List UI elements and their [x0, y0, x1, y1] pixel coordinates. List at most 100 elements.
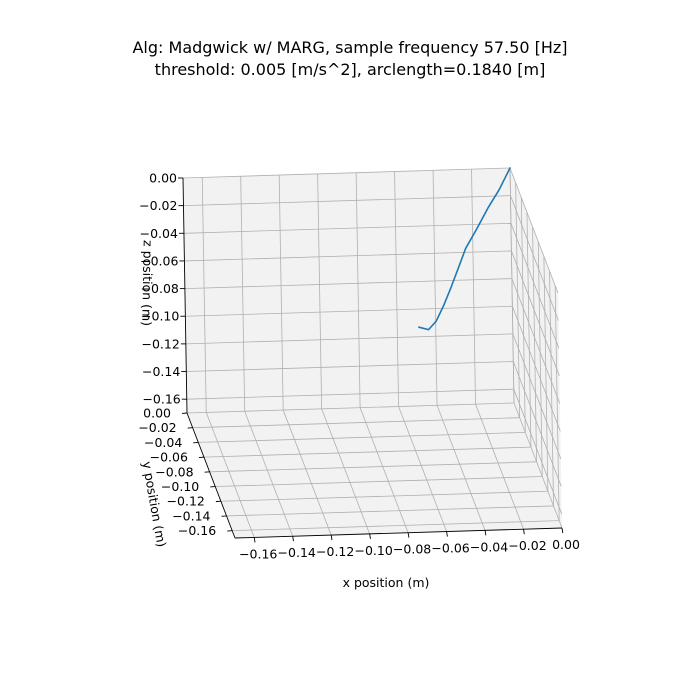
y-axis-line [186, 412, 236, 539]
chart-title-line-1: Alg: Madgwick w/ MARG, sample frequency … [132, 38, 568, 57]
grid-line [509, 167, 515, 404]
grid-line [182, 167, 511, 179]
x-tick-label: −0.02 [508, 538, 546, 553]
x-tick-label: −0.16 [239, 546, 277, 561]
z-tick-label: −0.12 [142, 336, 180, 351]
y-tick-label: −0.08 [155, 464, 193, 479]
z-tick-label: −0.14 [142, 364, 180, 379]
grid-line [394, 171, 399, 407]
grid-line [355, 172, 361, 408]
z-tick-label: 0.00 [149, 171, 177, 186]
grid-line [184, 278, 512, 289]
x-axis-line [234, 527, 563, 539]
z-tick-label: −0.08 [141, 281, 179, 296]
x-tick [446, 531, 448, 537]
x-tick-label: −0.14 [278, 545, 316, 560]
x-tick [561, 527, 564, 534]
grid-line [186, 388, 514, 400]
y-tick-label: −0.12 [167, 494, 205, 509]
y-tick-label: −0.14 [172, 508, 210, 523]
x-tick-label: −0.04 [470, 539, 508, 554]
z-tick-label: −0.10 [141, 309, 179, 324]
grid-line [185, 333, 513, 345]
x-tick [369, 533, 371, 539]
axes-panes [183, 168, 562, 538]
grid-line [532, 226, 537, 462]
grid-line [209, 461, 537, 473]
grid-line [398, 406, 447, 532]
grid-line [192, 417, 520, 429]
y-tick-label: −0.16 [178, 523, 216, 538]
z-tick-label: −0.02 [139, 198, 177, 213]
grid-line [183, 195, 511, 207]
side-pane [510, 168, 562, 528]
z-tick-label: −0.04 [140, 226, 178, 241]
grid-line [537, 241, 543, 477]
grid-line [359, 407, 409, 533]
grid-line [220, 490, 548, 502]
grid-line [543, 256, 549, 492]
grid-line [203, 446, 531, 458]
y-tick-label: −0.04 [144, 435, 182, 450]
grid-line [475, 404, 524, 530]
back-pane [183, 168, 514, 413]
grid-line [549, 270, 554, 506]
grid-line [244, 411, 294, 537]
series-group [418, 167, 511, 331]
grid-line [513, 389, 563, 515]
y-tick-label: −0.02 [138, 420, 176, 435]
x-tick [484, 530, 487, 536]
grid-line [226, 505, 554, 517]
grid-line [240, 176, 246, 412]
grid-line [432, 170, 438, 406]
z-tick-label: −0.06 [140, 253, 178, 268]
x-tick-label: −0.06 [431, 541, 469, 556]
x-tick [292, 536, 294, 542]
grid-line [471, 169, 476, 405]
x-tick-label: −0.12 [316, 544, 354, 559]
x-tick-label: −0.08 [393, 542, 431, 557]
grid-line [215, 476, 543, 487]
grid-line [510, 195, 559, 321]
x-tick [253, 537, 256, 543]
x-tick [330, 534, 333, 541]
grid-line [511, 278, 561, 404]
y-tick-label: 0.00 [143, 406, 171, 421]
axes-lines [182, 177, 563, 539]
x-tick [523, 529, 525, 535]
grid-line [186, 402, 515, 414]
grid-line [184, 250, 512, 262]
x-axis-label: x position (m) [343, 575, 430, 590]
grid-line [512, 333, 562, 460]
grid-line [198, 432, 526, 443]
z-tick-label: −0.16 [142, 392, 180, 407]
grid-line [232, 520, 560, 532]
grid-line [554, 285, 560, 521]
z-axis-label: z position (m) [139, 240, 155, 326]
grid-line [186, 361, 514, 372]
grid-line [520, 197, 526, 433]
grid-line [321, 408, 371, 535]
x-tick-label: 0.00 [552, 537, 580, 552]
grid-line [513, 402, 563, 529]
grid-line [278, 175, 284, 411]
series-line-0 [418, 167, 511, 331]
y-tick-label: −0.10 [161, 479, 199, 494]
grid-line [317, 173, 323, 409]
grid-line [512, 361, 562, 487]
grid-line [509, 167, 559, 294]
z-axis-line [182, 177, 188, 414]
axes-ticks: −0.16 −0.14 −0.12 −0.10 −0.08 −0.06 −0.04 −0.02… [138, 171, 580, 562]
y-tick-label: −0.06 [150, 450, 188, 465]
grid-line [183, 222, 511, 234]
x-tick [407, 532, 410, 538]
chart-title-line-2: threshold: 0.005 [m/s^2], arclength=0.18… [154, 60, 546, 79]
x-tick-label: −0.10 [354, 543, 392, 558]
grid-line [515, 182, 521, 418]
grid-line [185, 305, 513, 317]
grid-line [526, 212, 532, 448]
grid-line [282, 409, 332, 536]
grid-line [205, 412, 255, 538]
grid-line [436, 405, 486, 531]
